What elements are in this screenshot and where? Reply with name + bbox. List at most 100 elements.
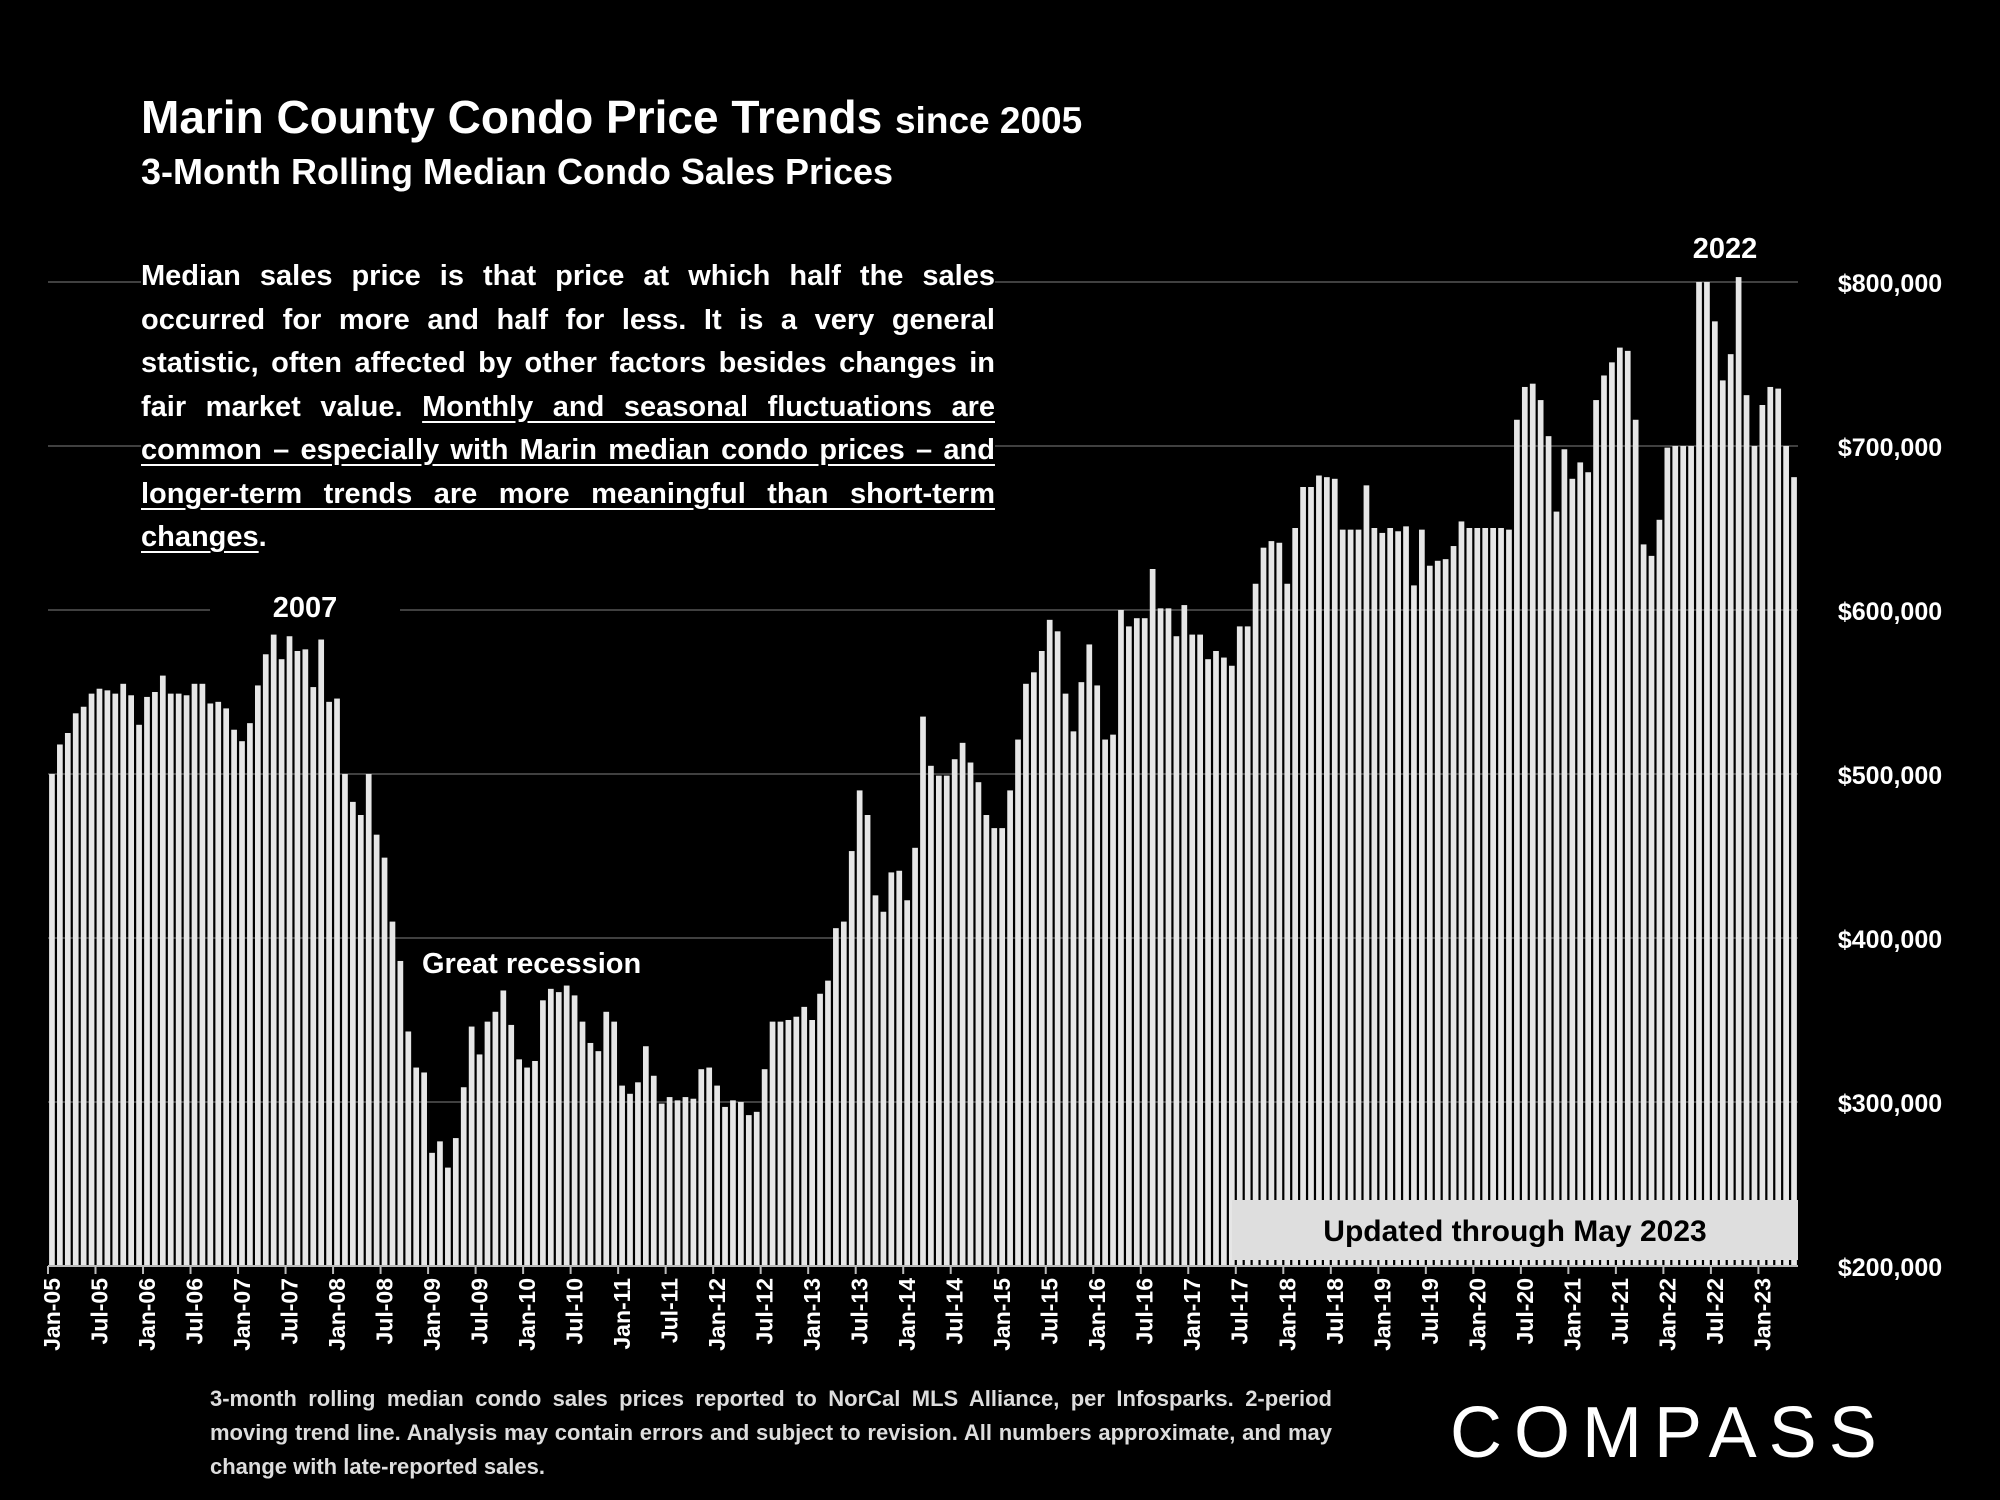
description-text: Median sales price is that price at whic… — [141, 255, 995, 560]
x-tick-label: Jul-16 — [1132, 1278, 1158, 1344]
bar — [809, 1020, 815, 1266]
bar — [1007, 790, 1013, 1266]
y-tick-label: $800,000 — [1838, 270, 1942, 298]
bar — [1244, 626, 1251, 1266]
bar — [1197, 634, 1203, 1266]
bar — [769, 1021, 776, 1266]
bar — [1308, 487, 1314, 1266]
bar — [1062, 693, 1069, 1266]
chart-annotations: 2007 Great recession 2022 — [210, 233, 1757, 980]
x-tick-label: Jan-11 — [609, 1278, 635, 1350]
bar — [1601, 375, 1607, 1267]
bar — [262, 654, 269, 1266]
bar — [650, 1075, 657, 1266]
bar — [508, 1024, 515, 1266]
bar — [967, 762, 974, 1266]
bar — [690, 1098, 697, 1266]
bar — [270, 634, 277, 1266]
bar — [1616, 347, 1623, 1267]
y-tick-label: $400,000 — [1838, 926, 1942, 954]
bar — [975, 782, 982, 1266]
bar — [1624, 350, 1631, 1266]
bar — [1126, 626, 1132, 1266]
bar — [1086, 644, 1093, 1266]
bar — [1498, 528, 1504, 1266]
bar — [555, 992, 562, 1266]
x-tick-label: Jan-18 — [1274, 1278, 1300, 1351]
bar — [1268, 541, 1275, 1266]
bar — [1783, 446, 1789, 1266]
bar — [452, 1138, 459, 1266]
bar — [88, 693, 95, 1266]
bar — [191, 683, 198, 1266]
x-tick-label: Jan-17 — [1179, 1278, 1205, 1351]
bar — [1403, 526, 1409, 1266]
bar — [1419, 529, 1425, 1266]
bar — [1363, 485, 1370, 1266]
y-axis-labels: $800,000 $700,000 $600,000 $500,000 $400,000… — [1838, 270, 1942, 1282]
bar — [563, 985, 570, 1266]
bar — [1791, 477, 1797, 1266]
bar — [1688, 446, 1694, 1266]
bar — [1276, 542, 1283, 1266]
bar — [199, 683, 206, 1266]
bar — [833, 928, 839, 1266]
bar — [1569, 478, 1576, 1266]
bar — [1149, 569, 1156, 1266]
annotation-label: 2007 — [273, 592, 338, 624]
bar — [1221, 657, 1227, 1266]
bar — [239, 741, 245, 1266]
bar — [1015, 739, 1021, 1266]
bar — [1640, 544, 1647, 1266]
x-tick-label: Jan-06 — [134, 1278, 160, 1351]
bar — [429, 1152, 435, 1266]
bar — [144, 696, 150, 1266]
bar — [817, 993, 823, 1266]
bar — [579, 1021, 586, 1266]
bar — [397, 960, 404, 1266]
bar — [294, 651, 301, 1266]
bar — [175, 693, 182, 1266]
bar — [1450, 546, 1457, 1266]
x-tick-label: Jan-22 — [1654, 1278, 1680, 1351]
bar — [1213, 651, 1219, 1266]
updated-badge: Updated through May 2023 — [1232, 1200, 1798, 1260]
bar — [413, 1067, 420, 1266]
bar — [1316, 475, 1322, 1266]
x-tick-label: Jul-13 — [847, 1278, 873, 1344]
y-tick-label: $700,000 — [1838, 434, 1942, 462]
bar — [152, 692, 158, 1266]
bar — [904, 900, 911, 1266]
x-tick-label: Jan-08 — [324, 1278, 350, 1351]
x-tick-label: Jan-21 — [1559, 1278, 1585, 1351]
bar — [1078, 682, 1085, 1266]
bar — [738, 1102, 744, 1266]
bar — [761, 1069, 768, 1266]
bar — [357, 815, 364, 1266]
bar — [745, 1115, 752, 1266]
bar — [1545, 436, 1552, 1266]
bar — [587, 1042, 594, 1266]
bar — [460, 1087, 467, 1266]
bar — [801, 1006, 808, 1266]
bar — [1521, 386, 1528, 1267]
bar — [1759, 405, 1766, 1266]
bar — [254, 685, 261, 1266]
bar — [1577, 462, 1584, 1266]
bar — [286, 636, 293, 1266]
bar — [1411, 585, 1417, 1266]
bar — [611, 1021, 618, 1266]
x-tick-label: Jan-23 — [1749, 1278, 1775, 1351]
bar — [1553, 511, 1560, 1267]
bar — [1031, 672, 1037, 1266]
bar — [1632, 419, 1639, 1266]
x-tick-label: Jan-10 — [514, 1278, 540, 1351]
bar — [207, 703, 214, 1266]
bar — [1672, 446, 1679, 1266]
bar — [159, 675, 166, 1266]
bar — [350, 801, 356, 1266]
x-tick-label: Jan-13 — [799, 1278, 825, 1351]
bar — [445, 1167, 451, 1266]
bar — [959, 742, 966, 1266]
bar — [302, 649, 309, 1266]
